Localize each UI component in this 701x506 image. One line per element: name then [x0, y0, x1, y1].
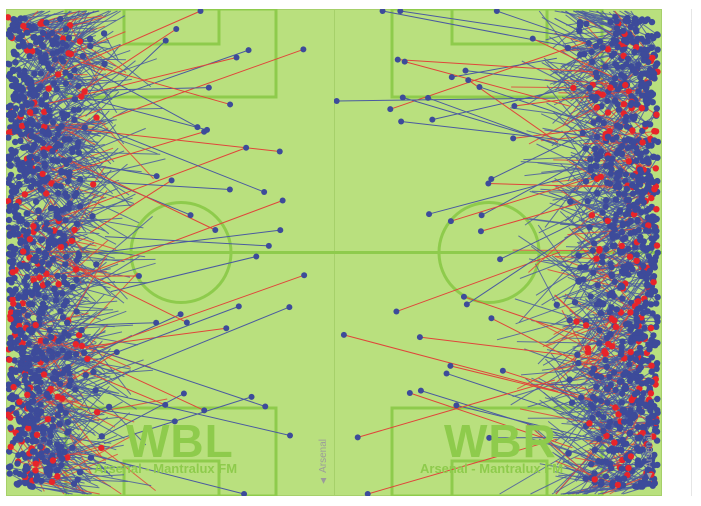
- left-pass-map: [6, 9, 336, 496]
- pass-dots: [6, 9, 308, 496]
- right-frame-border: [663, 9, 692, 496]
- right-pass-map: [334, 9, 662, 496]
- right-side-label: ▲ Arsenal: [644, 434, 655, 482]
- left-team-code: WBL: [126, 415, 234, 467]
- pass-dots: [334, 9, 662, 496]
- left-credit: Arsenal - Mantralux FM: [94, 461, 238, 476]
- left-side-label: ▲ Arsenal: [318, 439, 329, 487]
- right-credit: Arsenal - Mantralux FM: [420, 461, 564, 476]
- right-pitch-panel: WBR Arsenal - Mantralux FM ▲ Arsenal: [334, 9, 662, 496]
- right-team-code: WBR: [444, 415, 557, 467]
- left-pitch-panel: WBL Arsenal - Mantralux FM ▲ Arsenal: [6, 9, 336, 496]
